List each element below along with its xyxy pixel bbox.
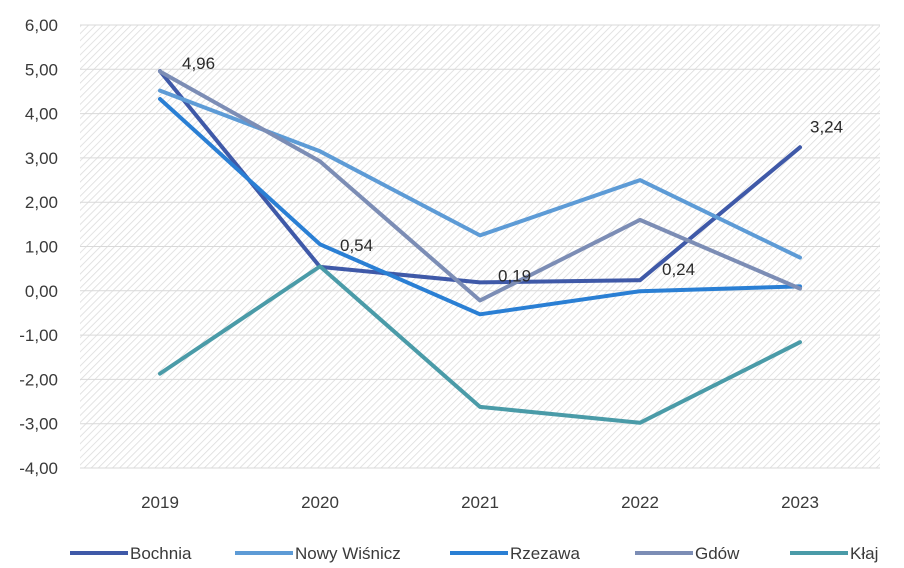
- y-axis-tick-labels: -4,00 -3,00 -2,00 -1,00 0,00 1,00 2,00 3,00 4,00…: [19, 16, 58, 478]
- y-tick-label: 4,00: [25, 105, 58, 124]
- series-line-4: [158, 264, 802, 425]
- y-tick-label: -1,00: [19, 326, 58, 345]
- data-label: 0,54: [340, 236, 373, 255]
- series-line-3: [158, 69, 802, 303]
- y-tick-label: 2,00: [25, 193, 58, 212]
- series-line-2: [158, 97, 802, 317]
- legend-label: Rzezawa: [510, 544, 580, 563]
- gridlines: [80, 24, 880, 469]
- y-tick-label: 1,00: [25, 238, 58, 257]
- data-label: 0,24: [662, 260, 695, 279]
- y-tick-label: -4,00: [19, 459, 58, 478]
- y-tick-label: -3,00: [19, 415, 58, 434]
- series-line-0: [158, 69, 802, 285]
- x-tick-label: 2023: [781, 493, 819, 512]
- data-label: 0,19: [498, 266, 531, 285]
- y-tick-label: 0,00: [25, 282, 58, 301]
- y-tick-label: 3,00: [25, 149, 58, 168]
- x-tick-label: 2021: [461, 493, 499, 512]
- data-label: 4,96: [182, 54, 215, 73]
- y-tick-label: 6,00: [25, 16, 58, 35]
- legend-label: Nowy Wiśnicz: [295, 544, 401, 563]
- series-lines: [158, 69, 802, 425]
- x-axis-tick-labels: 2019 2020 2021 2022 2023: [141, 493, 819, 512]
- x-tick-label: 2022: [621, 493, 659, 512]
- legend-label: Kłaj: [850, 544, 878, 563]
- x-tick-label: 2020: [301, 493, 339, 512]
- y-tick-label: -2,00: [19, 370, 58, 389]
- x-tick-label: 2019: [141, 493, 179, 512]
- data-label: 3,24: [810, 117, 843, 136]
- legend: Bochnia Nowy Wiśnicz Rzezawa Gdów Kłaj: [70, 544, 878, 563]
- legend-label: Gdów: [695, 544, 740, 563]
- legend-label: Bochnia: [130, 544, 192, 563]
- data-labels: 4,96 0,54 0,19 0,24 3,24: [182, 54, 843, 285]
- y-tick-label: 5,00: [25, 60, 58, 79]
